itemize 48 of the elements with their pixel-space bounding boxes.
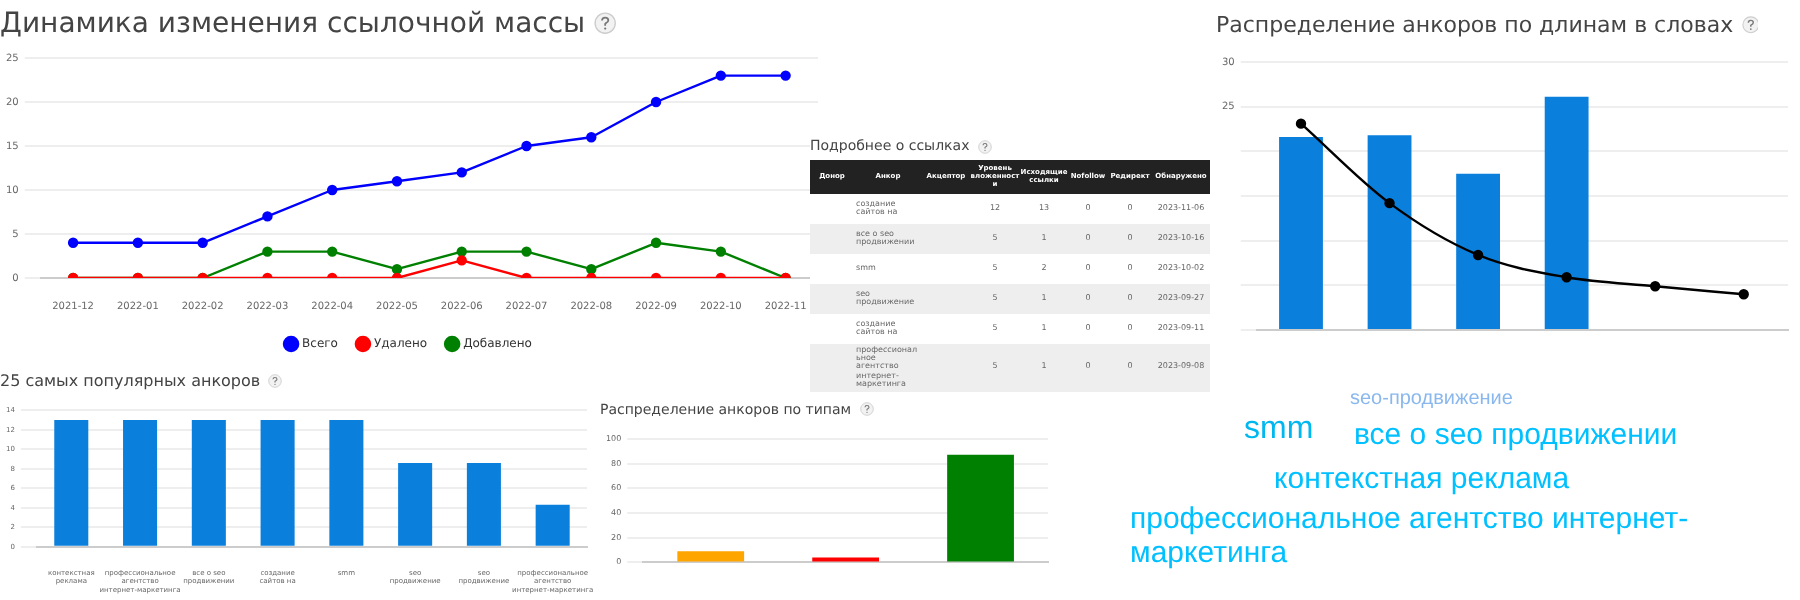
bar [123, 419, 158, 546]
bar [947, 454, 1014, 562]
bar [1367, 135, 1412, 329]
text: контекстная реклама [1274, 462, 1570, 497]
point [521, 246, 532, 257]
point [1472, 249, 1484, 261]
point [1384, 197, 1395, 209]
bar [260, 419, 295, 546]
point [1295, 118, 1307, 129]
chart-title: Распределение анкоров по длинам в словах [1216, 12, 1734, 38]
point [521, 140, 532, 152]
chart-title: 25 самых популярных анкоров [0, 371, 261, 389]
point [715, 246, 727, 257]
point [586, 264, 597, 275]
text: smm [1244, 412, 1314, 448]
point [391, 264, 403, 275]
bar [535, 504, 570, 546]
point [262, 246, 273, 257]
point [650, 96, 662, 108]
point [327, 184, 338, 196]
point [1649, 281, 1661, 292]
bar [329, 419, 364, 546]
bar [677, 551, 745, 562]
point [456, 255, 467, 266]
text: seo-продвижение [1350, 388, 1513, 410]
point [391, 176, 403, 187]
point [67, 237, 79, 248]
point [650, 237, 662, 248]
point [327, 246, 338, 257]
bar [1544, 96, 1589, 329]
point [1561, 272, 1572, 283]
point [456, 167, 467, 178]
point [456, 246, 467, 257]
bar [54, 419, 89, 546]
point [1738, 289, 1749, 300]
bar [398, 462, 433, 546]
bar [1279, 137, 1323, 329]
bar [1456, 173, 1500, 329]
point [586, 132, 597, 143]
point [197, 237, 208, 248]
point [132, 237, 144, 248]
bar [466, 462, 501, 546]
text: все о seo продвижении [1354, 418, 1678, 453]
point [780, 70, 791, 81]
bar [191, 419, 226, 546]
chart-title: Динамика изменения ссылочной массы [0, 7, 586, 39]
point [262, 211, 273, 222]
point [715, 70, 727, 81]
